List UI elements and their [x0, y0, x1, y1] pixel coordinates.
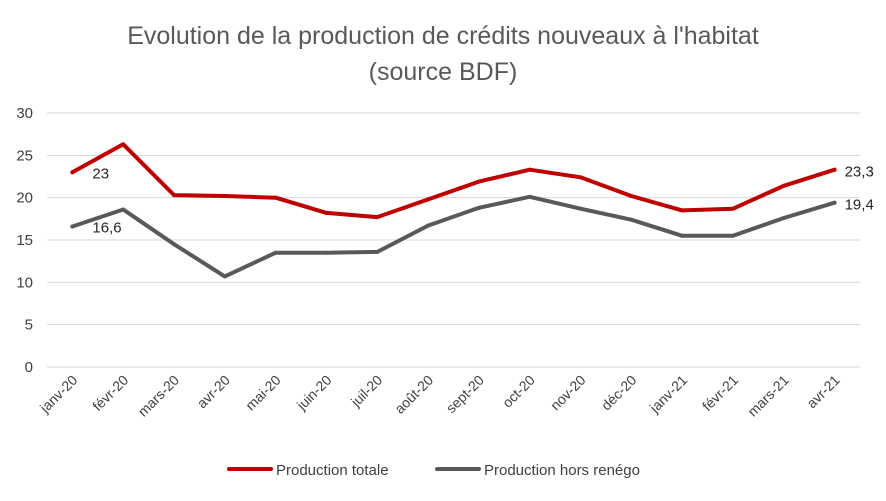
- y-tick-label: 5: [25, 317, 33, 334]
- series-line-production-hors-renego: [70, 194, 837, 279]
- data-point: [476, 205, 481, 210]
- x-axis: janv-20 févr-20 mars-20 avr-20 mai-20 juin-20…: [36, 372, 843, 420]
- y-tick-label: 15: [16, 232, 33, 249]
- x-tick-label: juin-20: [293, 372, 335, 414]
- data-point: [324, 250, 329, 255]
- x-tick-label: juil-20: [347, 372, 386, 411]
- data-label: 16,6: [92, 219, 121, 236]
- data-point: [70, 170, 75, 175]
- data-point: [172, 242, 177, 247]
- y-tick-label: 20: [16, 190, 33, 207]
- legend-label: Production totale: [276, 462, 389, 479]
- data-point: [680, 208, 685, 213]
- data-point: [375, 215, 380, 220]
- data-label: 19,4: [845, 197, 874, 214]
- data-point: [121, 142, 126, 147]
- gridlines: [47, 112, 860, 368]
- data-point: [324, 210, 329, 215]
- data-point: [781, 215, 786, 220]
- data-point: [426, 223, 431, 228]
- data-point: [629, 193, 634, 198]
- data-point: [578, 206, 583, 211]
- chart-subtitle: (source BDF): [369, 58, 518, 86]
- x-tick-label: août-20: [391, 372, 436, 417]
- y-tick-label: 30: [16, 105, 33, 122]
- data-point: [70, 224, 75, 229]
- data-point: [680, 233, 685, 238]
- data-point: [172, 193, 177, 198]
- data-point: [222, 193, 227, 198]
- data-point: [629, 217, 634, 222]
- data-point: [273, 195, 278, 200]
- data-point: [222, 274, 227, 279]
- x-tick-label: avr-21: [803, 372, 843, 412]
- data-point: [426, 197, 431, 202]
- y-tick-label: 10: [16, 274, 33, 291]
- x-tick-label: oct-20: [499, 372, 538, 411]
- legend-label: Production hors renégo: [484, 462, 640, 479]
- x-tick-label: mars-20: [135, 372, 183, 420]
- data-point: [527, 167, 532, 172]
- data-label: 23,3: [845, 164, 874, 181]
- data-label: 23: [92, 165, 109, 182]
- x-tick-label: mai-20: [242, 372, 284, 414]
- data-point: [832, 200, 837, 205]
- x-tick-label: févr-20: [89, 372, 131, 414]
- y-tick-label: 25: [16, 147, 33, 164]
- data-point: [832, 167, 837, 172]
- x-tick-label: janv-21: [646, 372, 691, 417]
- data-point: [730, 206, 735, 211]
- x-tick-label: sept-20: [443, 372, 487, 416]
- data-point: [527, 194, 532, 199]
- x-tick-label: avr-20: [194, 372, 234, 412]
- x-tick-label: nov-20: [547, 372, 589, 414]
- x-tick-label: déc-20: [598, 372, 640, 414]
- data-point: [578, 175, 583, 180]
- data-point: [476, 179, 481, 184]
- x-tick-label: févr-21: [699, 372, 741, 414]
- data-point: [730, 233, 735, 238]
- x-tick-label: janv-20: [36, 372, 81, 417]
- data-point: [121, 207, 126, 212]
- chart-title: Evolution de la production de crédits no…: [127, 22, 759, 50]
- data-point: [781, 183, 786, 188]
- legend: Production totale Production hors renégo: [227, 462, 640, 479]
- data-point: [375, 249, 380, 254]
- series-group: [70, 142, 837, 279]
- x-tick-label: mars-21: [744, 372, 792, 420]
- series-line-production-totale: [70, 142, 837, 220]
- y-axis: 0 5 10 15 20 25 30: [16, 105, 33, 376]
- y-tick-label: 0: [25, 359, 33, 376]
- data-point: [273, 250, 278, 255]
- data-labels: 23 23,3 16,6 19,4: [92, 164, 873, 237]
